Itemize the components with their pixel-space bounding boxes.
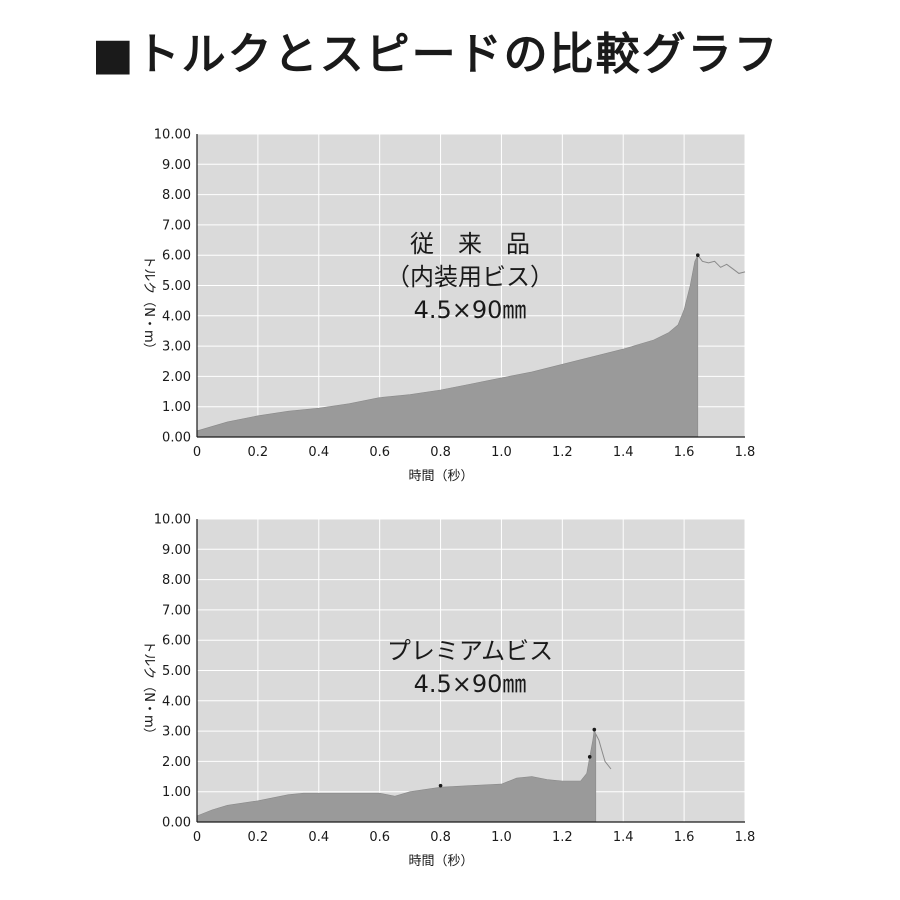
y-tick-label: 1.00: [162, 400, 191, 415]
x-tick-label: 0.8: [430, 445, 451, 460]
premium-label-line: 4.5×90㎜: [414, 670, 527, 698]
y-tick-label: 4.00: [162, 694, 191, 709]
x-tick-label: 0.4: [308, 830, 329, 845]
y-tick-label: 2.00: [162, 370, 191, 385]
y-tick-label: 7.00: [162, 603, 191, 618]
y-axis-title: トルク（N・m）: [141, 255, 156, 355]
x-tick-label: 1.4: [613, 830, 634, 845]
y-tick-label: 7.00: [162, 218, 191, 233]
x-tick-label: 0.8: [430, 830, 451, 845]
y-tick-label: 6.00: [162, 634, 191, 649]
y-tick-label: 0.00: [162, 431, 191, 446]
y-tick-label: 4.00: [162, 309, 191, 324]
x-axis-title: 時間（秒）: [408, 469, 473, 484]
x-tick-label: 0.2: [248, 445, 269, 460]
data-marker: [696, 253, 700, 257]
y-tick-label: 3.00: [162, 725, 191, 740]
x-tick-label: 0.4: [308, 445, 329, 460]
x-tick-label: 1.6: [674, 830, 695, 845]
x-axis-title: 時間（秒）: [408, 854, 473, 869]
x-tick-label: 1.0: [491, 830, 512, 845]
conventional-label-line: 4.5×90㎜: [414, 296, 527, 324]
x-tick-label: 0.6: [369, 830, 390, 845]
page-title: ■トルクとスピードの比較グラフ: [92, 29, 780, 80]
series-area: [196, 729, 597, 823]
conventional-label-line: （内装用ビス）: [386, 263, 554, 291]
x-tick-label: 0: [193, 445, 201, 460]
x-tick-label: 1.4: [613, 445, 634, 460]
y-tick-label: 10.00: [154, 513, 191, 528]
x-tick-label: 1.0: [491, 445, 512, 460]
y-tick-label: 8.00: [162, 188, 191, 203]
x-tick-label: 1.6: [674, 445, 695, 460]
x-tick-label: 1.2: [552, 445, 573, 460]
y-tick-label: 8.00: [162, 573, 191, 588]
data-marker: [592, 727, 597, 732]
y-tick-label: 1.00: [162, 785, 191, 800]
data-marker: [438, 783, 443, 788]
y-tick-label: 2.00: [162, 755, 191, 770]
x-tick-label: 0.6: [369, 445, 390, 460]
y-tick-label: 9.00: [162, 543, 191, 558]
y-tick-label: 10.00: [154, 128, 191, 143]
y-axis-title: トルク（N・m）: [141, 640, 156, 740]
y-tick-label: 5.00: [162, 664, 191, 679]
conventional-screw-chart: 0.001.002.003.004.005.006.007.008.009.00…: [141, 128, 756, 485]
y-tick-label: 0.00: [162, 816, 191, 831]
y-tick-label: 9.00: [162, 158, 191, 173]
conventional-label-line: 従 来 品: [410, 230, 530, 258]
x-tick-label: 0.2: [248, 830, 269, 845]
series-line: [697, 254, 746, 274]
x-tick-label: 1.2: [552, 830, 573, 845]
x-tick-label: 1.8: [735, 830, 756, 845]
x-tick-label: 0: [193, 830, 201, 845]
premium-label-line: プレミアムビス: [387, 637, 553, 665]
x-tick-label: 1.8: [735, 445, 756, 460]
premium-screw-chart: 0.001.002.003.004.005.006.007.008.009.00…: [141, 513, 756, 870]
series-line: [595, 733, 612, 770]
data-marker: [587, 755, 592, 759]
y-tick-label: 6.00: [162, 249, 191, 264]
y-tick-label: 3.00: [162, 340, 191, 355]
y-tick-label: 5.00: [162, 279, 191, 294]
series-area: [196, 255, 699, 438]
